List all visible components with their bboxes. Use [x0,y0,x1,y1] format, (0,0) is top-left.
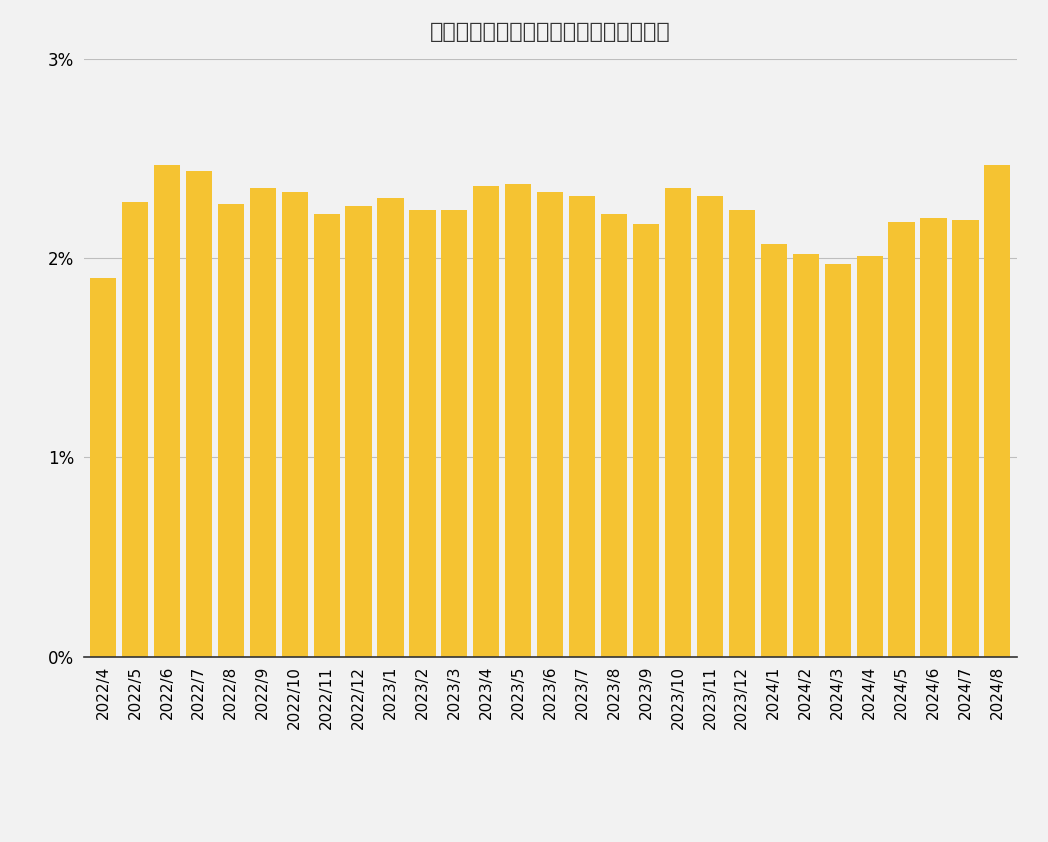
Bar [346,206,372,657]
Bar [282,193,308,657]
Bar [122,202,148,657]
Bar [664,189,691,657]
Bar [856,256,882,657]
Bar [474,186,500,657]
Bar [154,164,180,657]
Bar [410,210,436,657]
Bar [538,193,563,657]
Bar [313,215,340,657]
Bar [761,244,787,657]
Bar [441,210,467,657]
Bar [90,278,116,657]
Bar [889,222,915,657]
Bar [984,164,1010,657]
Bar [792,254,818,657]
Bar [505,184,531,657]
Bar [377,199,403,657]
Bar [825,264,851,657]
Bar [920,218,946,657]
Bar [953,221,979,657]
Bar [601,215,627,657]
Bar [569,196,595,657]
Bar [633,224,659,657]
Bar [728,210,755,657]
Bar [185,171,212,657]
Title: 東証プライム市場単純平均利回りの推移: 東証プライム市場単純平均利回りの推移 [430,22,671,42]
Bar [697,196,723,657]
Bar [249,189,276,657]
Bar [218,205,244,657]
